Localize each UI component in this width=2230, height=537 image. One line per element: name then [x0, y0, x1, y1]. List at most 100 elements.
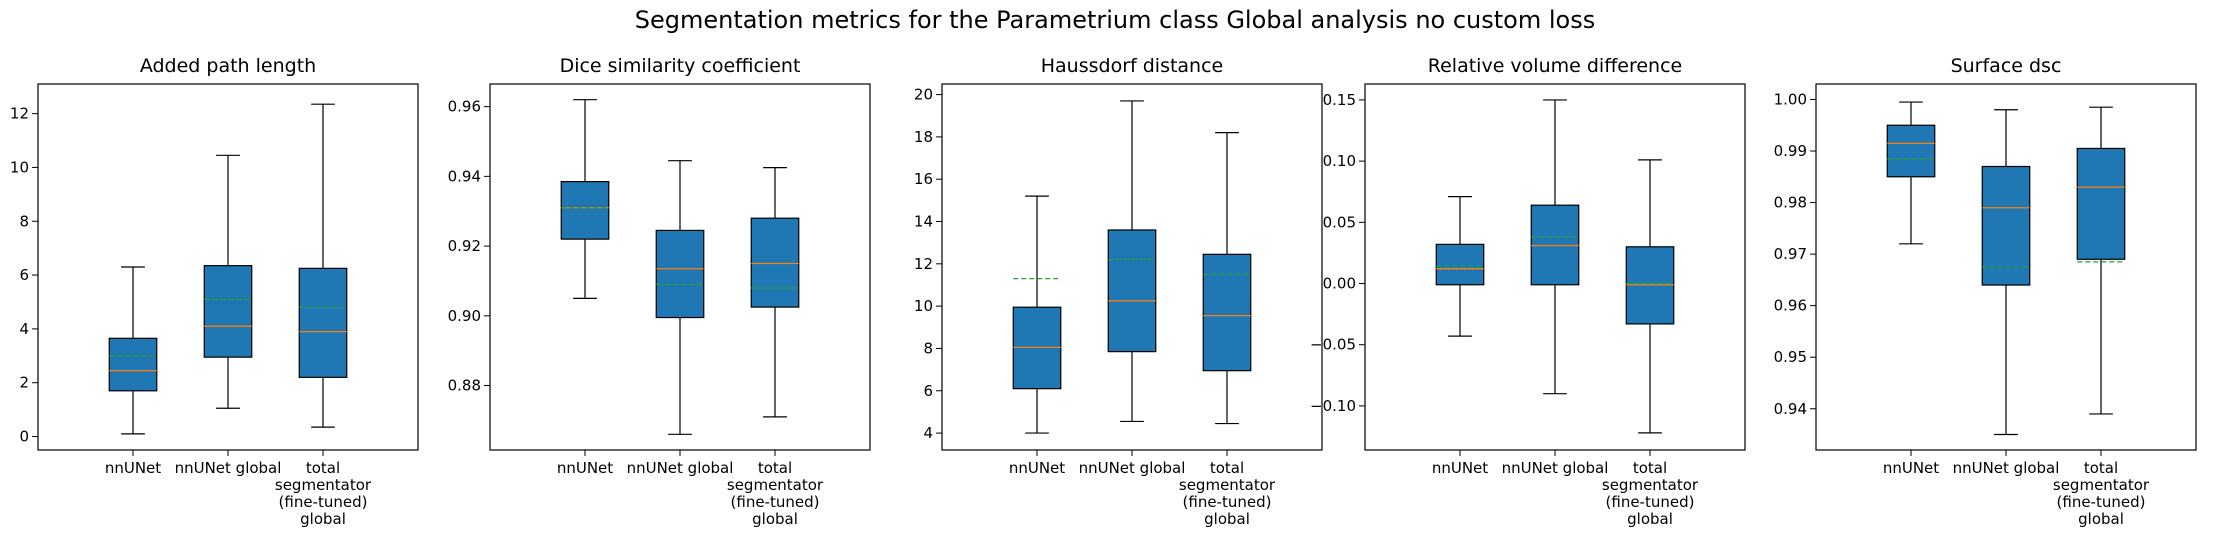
chart-panel: Added path length 0 2 4 6 8 10 12 nnUNet nnUNet g… — [10, 55, 419, 528]
chart-panel: Dice similarity coefficient 0.88 0.90 0.92 0… — [448, 55, 871, 528]
x-tick-label-line: nnUNet — [1009, 459, 1065, 477]
y-tick-label: 1.00 — [1774, 90, 1807, 108]
x-tick-label-line: segmentator — [727, 476, 824, 494]
y-tick-label: 18 — [914, 128, 933, 146]
y-tick-label: −0.05 — [1310, 336, 1356, 354]
x-tick-label: total segmentator (fine-tuned) global — [275, 459, 372, 528]
iqr-box — [298, 267, 348, 378]
y-tick-label: 0.05 — [1323, 213, 1356, 231]
x-tick-label-line: global — [1627, 510, 1673, 528]
iqr-box — [203, 265, 253, 358]
x-tick-label-line: total — [758, 459, 792, 477]
x-tick-label-line: nnUNet global — [627, 459, 734, 477]
iqr-box — [560, 181, 610, 240]
box-plot — [1981, 109, 2031, 436]
box-plot — [560, 99, 610, 299]
x-tick-label-line: global — [2078, 510, 2124, 528]
y-tick-label: 0.98 — [1774, 194, 1807, 212]
x-tick-label: nnUNet global — [1502, 459, 1609, 477]
y-tick-label: 6 — [923, 382, 933, 400]
axes-frame — [941, 83, 1323, 451]
y-tick-label: 8 — [19, 212, 29, 230]
x-tick-label-line: nnUNet global — [1502, 459, 1609, 477]
x-tick-label-line: segmentator — [275, 476, 372, 494]
x-tick-label: nnUNet global — [1079, 459, 1186, 477]
box-plot — [2076, 106, 2126, 415]
axes-frame — [1815, 83, 2197, 451]
y-tick-label: 0.99 — [1774, 142, 1807, 160]
x-tick-label-line: global — [1204, 510, 1250, 528]
iqr-box — [2076, 147, 2126, 260]
x-tick-label-line: (fine-tuned) — [1606, 493, 1695, 511]
y-tick-label: 0.88 — [448, 377, 481, 395]
chart-title: Surface dsc — [1951, 55, 2062, 77]
y-tick-label: 0.15 — [1323, 91, 1356, 109]
y-tick-label: 0.97 — [1774, 245, 1807, 263]
y-tick-label: 20 — [914, 86, 933, 104]
chart-panel: Surface dsc 0.94 0.95 0.96 0.97 0.98 0.99 1.00 n… — [1774, 55, 2197, 528]
box-plot — [298, 103, 348, 428]
iqr-box — [1981, 165, 2031, 286]
chart-title: Added path length — [140, 55, 316, 77]
y-tick-label: 14 — [914, 213, 933, 231]
x-tick-label: nnUNet — [1432, 459, 1488, 477]
y-tick-label: 0.96 — [448, 98, 481, 116]
chart-title: Haussdorf distance — [1041, 55, 1224, 77]
y-tick-label: 0.94 — [448, 167, 481, 185]
x-tick-label: total segmentator (fine-tuned) global — [2053, 459, 2150, 528]
x-tick-label: nnUNet global — [1953, 459, 2060, 477]
x-tick-label: nnUNet — [1883, 459, 1939, 477]
y-tick-label: 0.95 — [1774, 348, 1807, 366]
x-tick-label-line: nnUNet global — [175, 459, 282, 477]
x-tick-label-line: segmentator — [1179, 476, 1276, 494]
x-tick-label-line: total — [2084, 459, 2118, 477]
box-plot — [750, 167, 800, 418]
iqr-box — [108, 337, 158, 392]
iqr-box — [655, 229, 705, 319]
y-tick-label: 8 — [923, 339, 933, 357]
x-tick-label-line: segmentator — [1602, 476, 1699, 494]
x-tick-label: nnUNet global — [627, 459, 734, 477]
y-tick-label: −0.10 — [1310, 397, 1356, 415]
x-tick-label: nnUNet — [105, 459, 161, 477]
y-tick-label: 12 — [10, 105, 29, 123]
chart-panel: Haussdorf distance 4 6 8 10 12 14 16 18 20 nnUNet n… — [914, 55, 1323, 528]
x-tick-label-line: (fine-tuned) — [2057, 493, 2146, 511]
y-tick-label: 0.00 — [1323, 275, 1356, 293]
chart-panel: Relative volume difference −0.10 −0.05 0.00… — [1310, 55, 1746, 528]
box-plot — [203, 154, 253, 409]
x-tick-label-line: nnUNet — [1883, 459, 1939, 477]
x-tick-label-line: total — [1210, 459, 1244, 477]
y-tick-label: 12 — [914, 255, 933, 273]
x-tick-label-line: nnUNet — [105, 459, 161, 477]
y-tick-label: 0.92 — [448, 237, 481, 255]
box-plot — [1435, 196, 1485, 337]
iqr-box — [1202, 253, 1252, 372]
iqr-box — [750, 217, 800, 308]
x-tick-label: total segmentator (fine-tuned) global — [727, 459, 824, 528]
y-tick-label: 0 — [19, 428, 29, 446]
x-tick-label-line: global — [300, 510, 346, 528]
y-tick-label: 0.90 — [448, 307, 481, 325]
x-tick-label-line: (fine-tuned) — [731, 493, 820, 511]
axes-frame — [37, 83, 419, 451]
x-tick-label-line: (fine-tuned) — [279, 493, 368, 511]
y-tick-label: 4 — [923, 424, 933, 442]
x-tick-label-line: nnUNet global — [1079, 459, 1186, 477]
x-tick-label: nnUNet — [557, 459, 613, 477]
box-plot — [1625, 159, 1675, 434]
x-tick-label: total segmentator (fine-tuned) global — [1602, 459, 1699, 528]
y-tick-label: 0.96 — [1774, 297, 1807, 315]
y-tick-label: 10 — [914, 297, 933, 315]
x-tick-label: nnUNet — [1009, 459, 1065, 477]
y-tick-label: 16 — [914, 170, 933, 188]
x-tick-label-line: nnUNet — [557, 459, 613, 477]
box-plot — [1530, 99, 1580, 395]
y-tick-label: 2 — [19, 374, 29, 392]
box-plot — [1202, 132, 1252, 425]
chart-title: Dice similarity coefficient — [560, 55, 801, 77]
x-tick-label-line: nnUNet — [1432, 459, 1488, 477]
x-tick-label-line: segmentator — [2053, 476, 2150, 494]
box-plot — [108, 266, 158, 435]
